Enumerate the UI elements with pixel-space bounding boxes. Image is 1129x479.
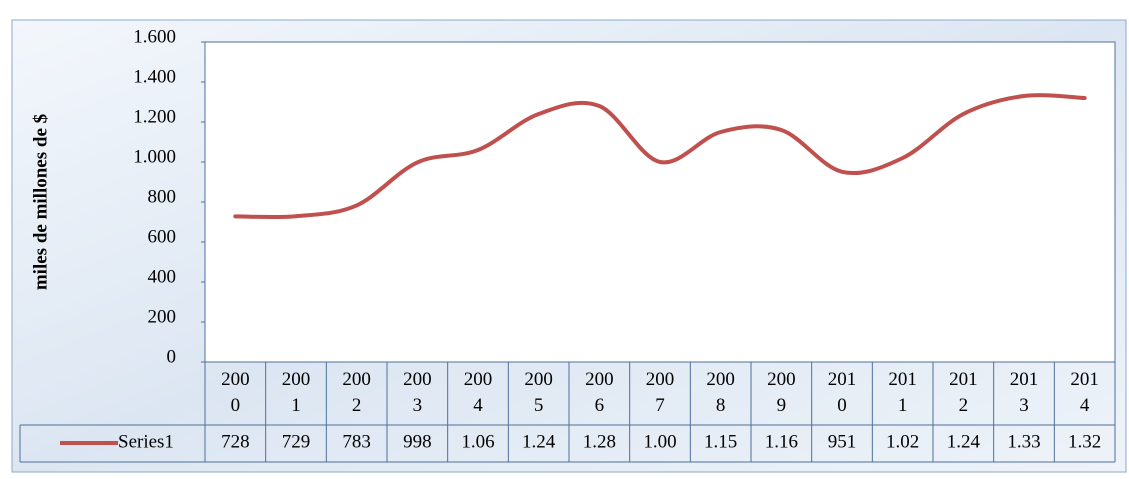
x-tick-label: 201 2 [949,369,978,416]
y-tick-label: 800 [148,186,177,207]
x-tick-label: 201 0 [828,369,857,416]
x-tick-label: 201 1 [888,369,917,416]
legend-label: Series1 [118,431,174,452]
x-tick-label: 200 5 [524,369,553,416]
x-tick-label: 201 4 [1070,369,1099,416]
x-tick-label: 200 1 [282,369,311,416]
data-table-value: 1.24 [947,431,981,452]
data-table-value: 1.06 [461,431,494,452]
y-tick-label: 1.000 [133,146,176,167]
data-table-value: 1.00 [643,431,676,452]
data-table-value: 1.16 [765,431,798,452]
data-table-value: 1.24 [522,431,556,452]
y-tick-label: 1.400 [133,66,176,87]
y-axis-label: miles de millones de $ [30,114,51,290]
y-tick-label: 1.600 [133,26,176,47]
x-tick-label: 200 6 [585,369,614,416]
data-table-value: 1.28 [583,431,616,452]
data-table-value: 729 [282,431,311,452]
x-tick-label: 200 4 [464,369,493,416]
y-tick-label: 400 [148,266,177,287]
plot-area [204,41,1116,363]
data-table-value: 1.15 [704,431,737,452]
x-tick-label: 201 3 [1010,369,1039,416]
data-table-value: 998 [403,431,432,452]
y-tick-label: 600 [148,226,177,247]
y-tick-label: 200 [148,306,177,327]
x-tick-label: 200 7 [646,369,675,416]
x-tick-label: 200 9 [767,369,796,416]
x-tick-label: 200 8 [706,369,735,416]
x-tick-label: 200 3 [403,369,432,416]
data-table-value: 783 [342,431,371,452]
data-table-value: 951 [828,431,857,452]
series-line [233,93,1087,220]
data-table-value: 1.32 [1068,431,1101,452]
y-tick-label: 1.200 [133,106,176,127]
data-table-value: 1.02 [886,431,919,452]
x-tick-label: 200 2 [342,369,371,416]
data-table-value: 728 [221,431,250,452]
y-tick-label: 0 [167,346,177,367]
data-table-value: 1.33 [1007,431,1040,452]
x-tick-label: 200 0 [221,369,250,416]
